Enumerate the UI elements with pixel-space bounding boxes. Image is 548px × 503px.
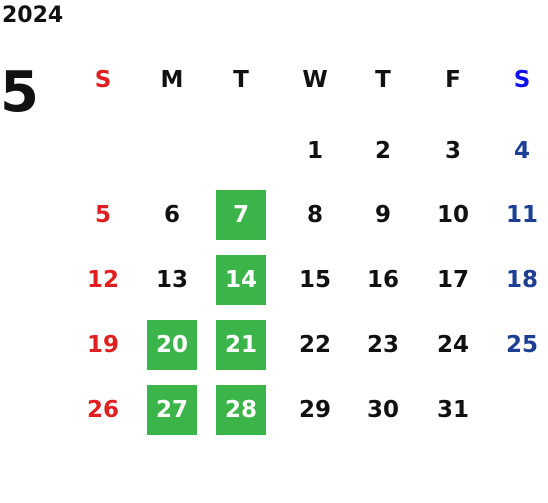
weekday-header: M [160, 67, 184, 93]
day: 11 [505, 202, 538, 228]
day: 10 [436, 202, 469, 228]
day: 25 [505, 332, 538, 358]
day: 31 [436, 397, 469, 423]
highlighted-day: 27 [147, 385, 197, 435]
day: 16 [366, 267, 399, 293]
day: 19 [86, 332, 119, 358]
weekday-header: W [302, 67, 328, 93]
year: 2024 [2, 3, 64, 28]
month: 5 [0, 60, 39, 125]
day: 30 [366, 397, 399, 423]
highlighted-day: 21 [216, 320, 266, 370]
weekday-header: T [375, 67, 391, 93]
day: 8 [306, 202, 323, 228]
weekday-header: S [513, 67, 531, 93]
day: 12 [86, 267, 119, 293]
highlighted-day: 7 [216, 190, 266, 240]
day: 1 [306, 138, 323, 164]
day: 5 [94, 202, 111, 228]
day: 23 [366, 332, 399, 358]
highlighted-day: 20 [147, 320, 197, 370]
weekday-header: T [233, 67, 249, 93]
day: 13 [155, 267, 188, 293]
day: 18 [505, 267, 538, 293]
weekday-header: S [94, 67, 112, 93]
day: 24 [436, 332, 469, 358]
day: 9 [374, 202, 391, 228]
day: 6 [163, 202, 180, 228]
day: 4 [513, 138, 530, 164]
day: 22 [298, 332, 331, 358]
highlighted-day: 14 [216, 255, 266, 305]
day: 29 [298, 397, 331, 423]
day: 15 [298, 267, 331, 293]
weekday-header: F [445, 67, 461, 93]
day: 17 [436, 267, 469, 293]
day: 26 [86, 397, 119, 423]
day: 2 [374, 138, 391, 164]
day: 3 [444, 138, 461, 164]
highlighted-day: 28 [216, 385, 266, 435]
